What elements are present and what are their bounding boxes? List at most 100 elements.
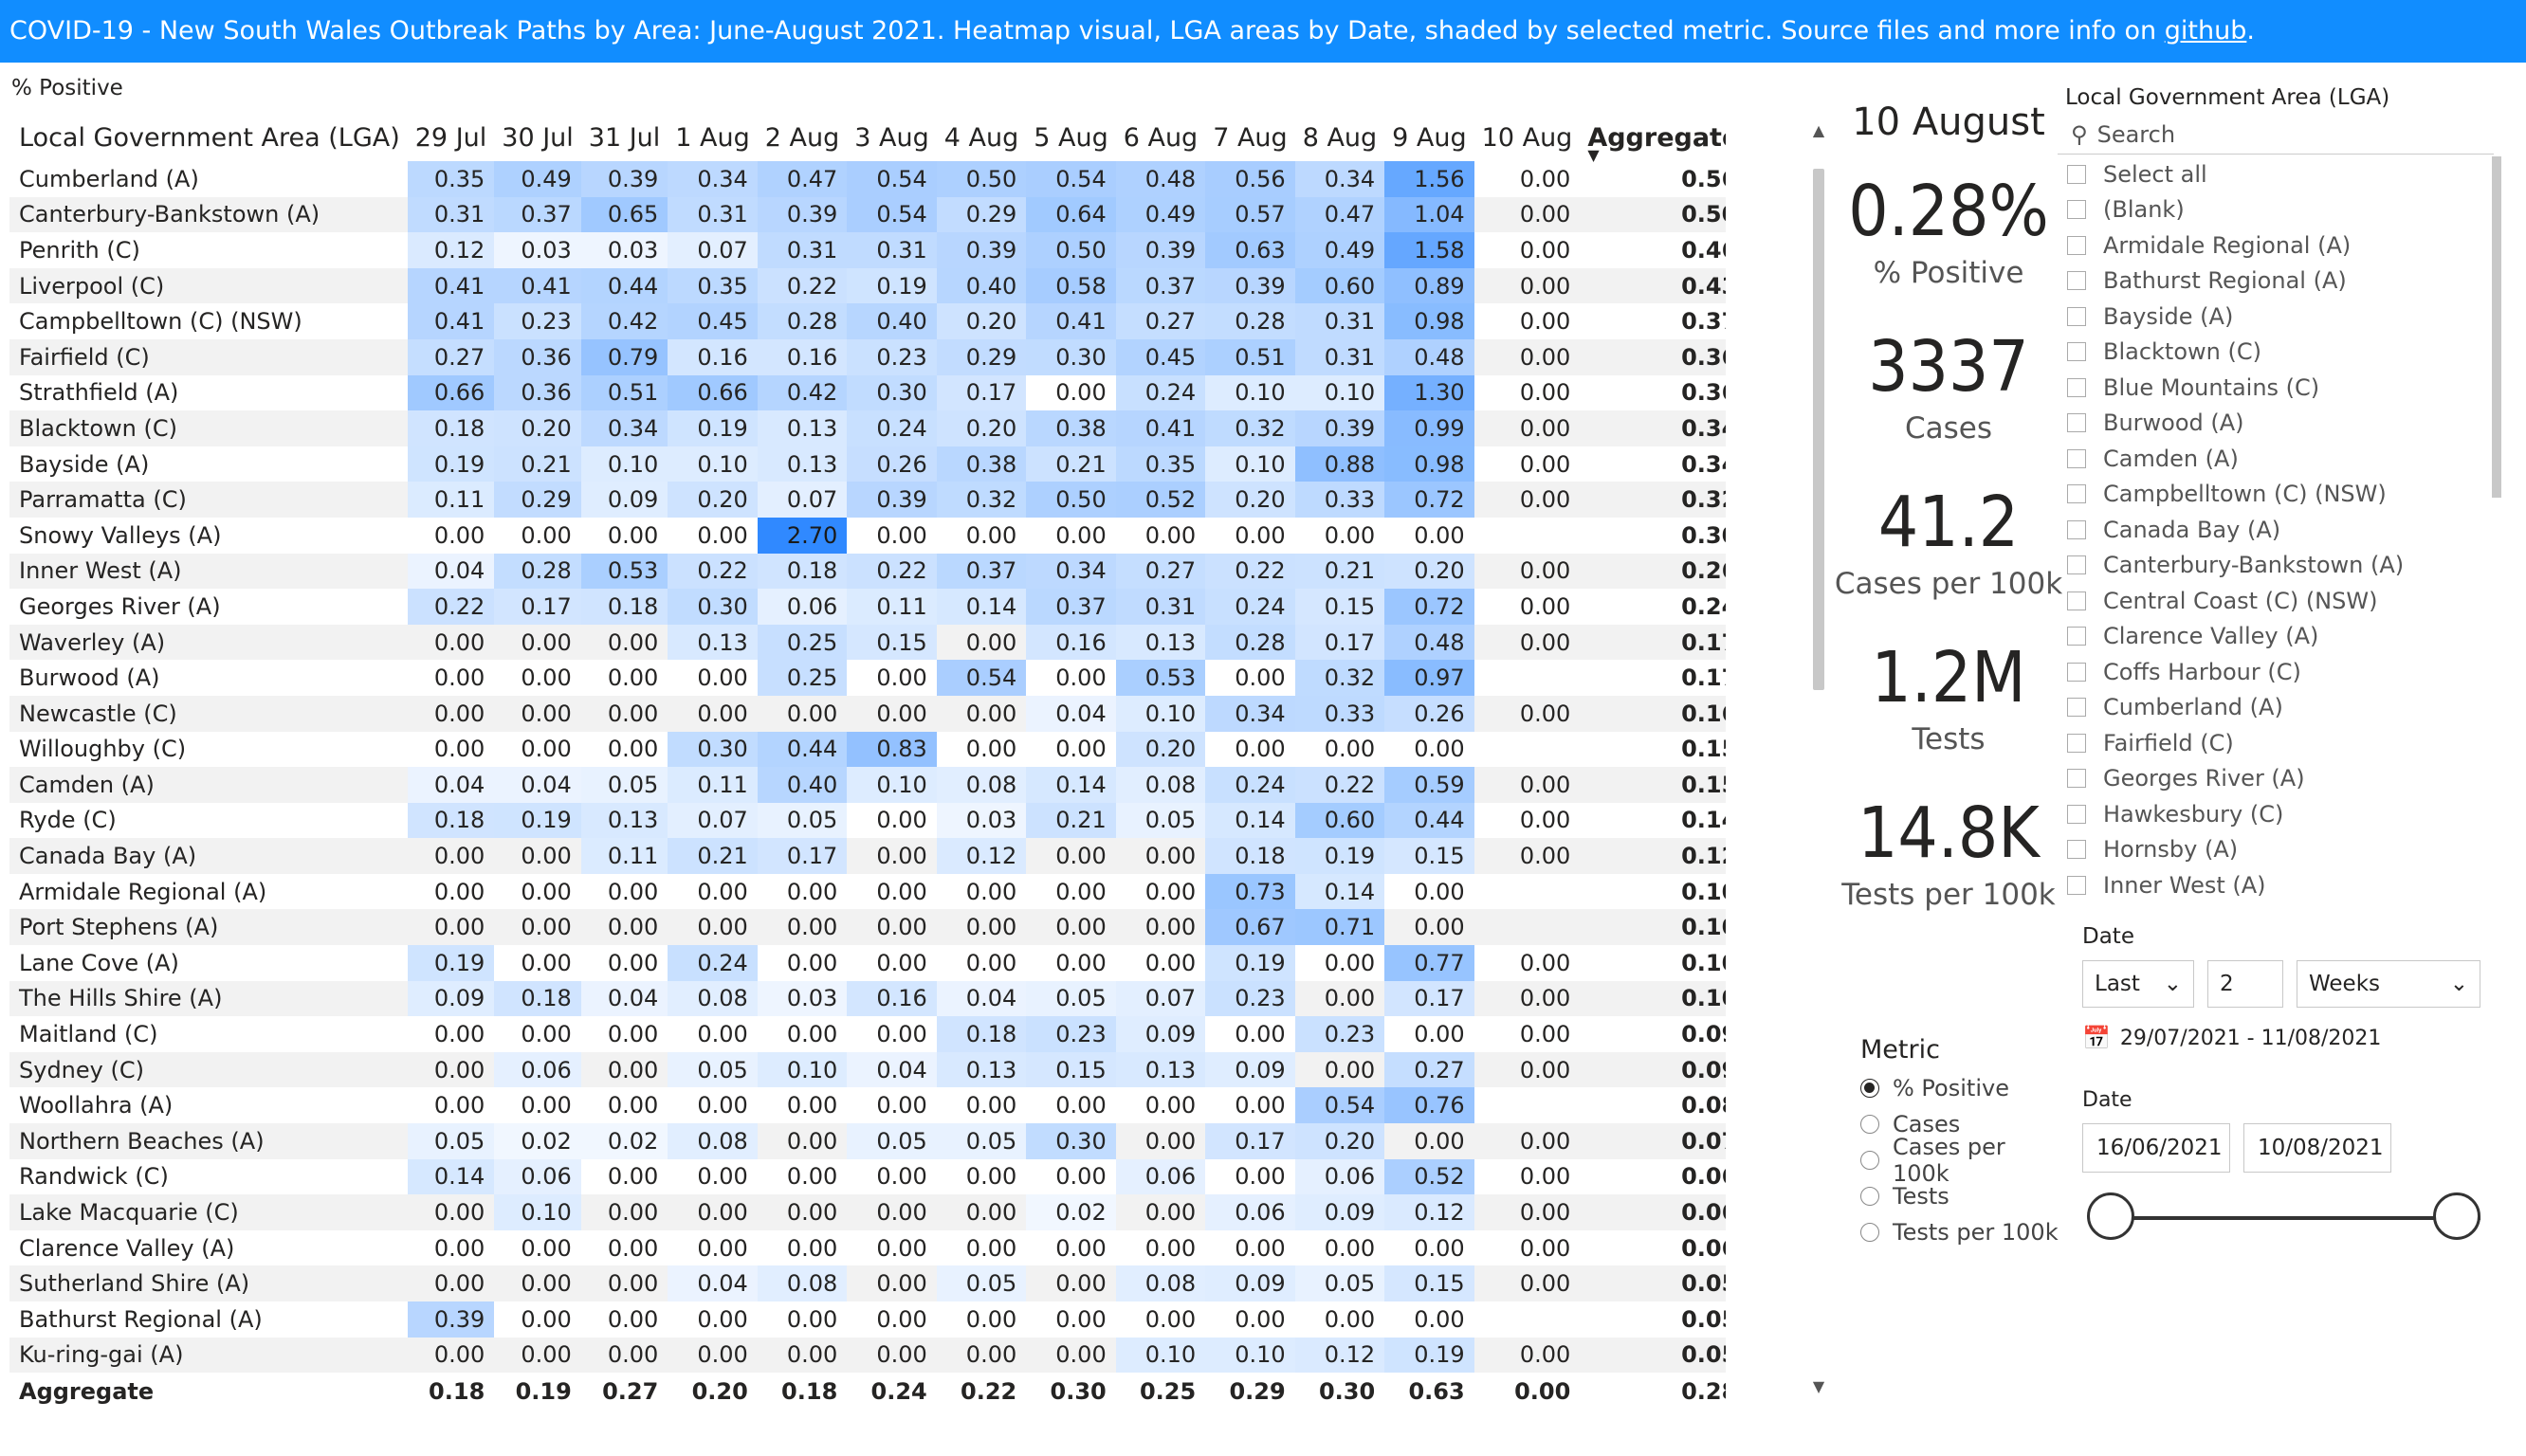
- value-cell[interactable]: 0.00: [1026, 1265, 1116, 1301]
- value-cell[interactable]: 0.00: [607, 1092, 659, 1119]
- aggregate-column-header[interactable]: Aggregate ▼: [1580, 114, 1726, 163]
- value-cell[interactable]: 0.00: [1414, 521, 1465, 549]
- value-cell[interactable]: 0.51: [580, 374, 668, 411]
- value-cell[interactable]: 0.27: [602, 1378, 659, 1406]
- value-cell[interactable]: 0.00: [1294, 980, 1385, 1017]
- value-cell[interactable]: 0.21: [494, 446, 581, 482]
- value-cell[interactable]: 0.23: [1294, 1016, 1385, 1052]
- value-cell[interactable]: 0.06: [494, 1051, 581, 1088]
- value-cell[interactable]: 0.40: [847, 303, 937, 339]
- value-cell[interactable]: 0.00: [433, 736, 485, 763]
- value-cell[interactable]: 0.00: [580, 1265, 668, 1301]
- value-cell[interactable]: 0.39: [936, 232, 1027, 268]
- aggregate-cell[interactable]: 0.56: [1681, 165, 1726, 192]
- value-cell[interactable]: 0.00: [407, 1265, 495, 1301]
- value-cell[interactable]: 0.00: [876, 664, 927, 692]
- value-cell[interactable]: 0.13: [668, 624, 758, 661]
- value-cell[interactable]: 0.00: [1144, 1234, 1197, 1262]
- value-cell[interactable]: 0.00: [521, 949, 572, 976]
- value-cell[interactable]: 0.54: [1026, 161, 1116, 197]
- value-cell[interactable]: 0.10: [847, 767, 937, 803]
- value-cell[interactable]: 0.24: [870, 1378, 927, 1406]
- value-cell[interactable]: 0.00: [1055, 878, 1107, 905]
- table-row[interactable]: Ryde (C) 0.18 0.19 0.13 0.07 0.05 0.00 0.03 0.21…: [9, 802, 1726, 839]
- value-cell[interactable]: 0.30: [1026, 338, 1116, 375]
- lga-name-cell[interactable]: Inner West (A): [9, 553, 408, 590]
- value-cell[interactable]: 0.00: [407, 1051, 495, 1088]
- lga-name-cell[interactable]: Randwick (C): [19, 1163, 169, 1191]
- value-cell[interactable]: 0.08: [757, 1265, 848, 1301]
- value-cell[interactable]: 0.23: [494, 303, 581, 339]
- value-cell[interactable]: 0.18: [407, 802, 495, 839]
- value-cell[interactable]: 0.54: [936, 660, 1027, 696]
- value-cell[interactable]: 0.20: [1205, 482, 1295, 518]
- value-cell[interactable]: 0.00: [521, 1021, 572, 1048]
- aggregate-cell[interactable]: 0.10: [1681, 949, 1726, 976]
- value-cell[interactable]: 0.16: [1026, 624, 1116, 661]
- value-cell[interactable]: 0.00: [1235, 1163, 1286, 1191]
- table-row[interactable]: Georges River (A) 0.22 0.17 0.18 0.30 0.06 0.1…: [9, 589, 1726, 625]
- value-cell[interactable]: 0.00: [580, 624, 668, 661]
- value-cell[interactable]: 0.44: [1384, 802, 1474, 839]
- value-cell[interactable]: 0.30: [1318, 1378, 1376, 1406]
- value-cell[interactable]: 0.00: [876, 1305, 927, 1333]
- value-cell[interactable]: 0.17: [1294, 624, 1385, 661]
- value-cell[interactable]: 0.26: [847, 446, 937, 482]
- value-cell[interactable]: 0.00: [1474, 482, 1581, 518]
- aggregate-cell[interactable]: 0.17: [1580, 624, 1726, 661]
- table-row[interactable]: Bayside (A) 0.19 0.21 0.10 0.10 0.13 0.26 0.38 0…: [9, 446, 1726, 482]
- value-cell[interactable]: 0.05: [1026, 980, 1116, 1017]
- value-cell[interactable]: 0.00: [1055, 736, 1107, 763]
- value-cell[interactable]: 0.06: [1205, 1194, 1295, 1230]
- table-row[interactable]: Strathfield (A) 0.66 0.36 0.51 0.66 0.42 0.30 0…: [9, 374, 1726, 411]
- value-cell[interactable]: 0.00: [757, 695, 848, 732]
- value-cell[interactable]: 0.04: [407, 553, 495, 590]
- checkbox-icon[interactable]: [2067, 377, 2086, 397]
- value-cell[interactable]: 0.09: [407, 980, 495, 1017]
- table-row[interactable]: Clarence Valley (A) 0.00 0.00 0.00 0.00 0.00 0…: [9, 1230, 1726, 1266]
- value-cell[interactable]: 0.63: [1408, 1378, 1465, 1406]
- value-cell[interactable]: 0.12: [1294, 1337, 1385, 1374]
- value-cell[interactable]: 0.99: [1384, 410, 1474, 446]
- value-cell[interactable]: 0.00: [1519, 236, 1571, 264]
- value-cell[interactable]: 0.00: [1474, 1194, 1581, 1230]
- value-cell[interactable]: 0.08: [1115, 767, 1206, 803]
- value-cell[interactable]: 0.19: [668, 410, 758, 446]
- value-cell[interactable]: 0.05: [1294, 1265, 1385, 1301]
- lga-name-cell[interactable]: Ryde (C): [19, 807, 117, 834]
- value-cell[interactable]: 0.41: [407, 267, 495, 304]
- scrollbar-thumb[interactable]: [1813, 169, 1824, 690]
- value-cell[interactable]: 0.28: [1205, 624, 1295, 661]
- value-cell[interactable]: 0.41: [494, 267, 581, 304]
- value-cell[interactable]: 0.64: [1026, 196, 1116, 233]
- value-cell[interactable]: 0.05: [1115, 802, 1206, 839]
- value-cell[interactable]: 0.06: [757, 589, 848, 625]
- value-cell[interactable]: 0.00: [1055, 949, 1107, 976]
- value-cell[interactable]: 0.04: [668, 1265, 758, 1301]
- aggregate-cell[interactable]: 0.14: [1681, 807, 1726, 834]
- table-row[interactable]: Canterbury-Bankstown (A) 0.31 0.37 0.65 0.31…: [9, 196, 1726, 233]
- checkbox-icon[interactable]: [2067, 591, 2086, 610]
- lga-name-cell[interactable]: Cumberland (A): [19, 165, 199, 192]
- value-cell[interactable]: 0.27: [1115, 553, 1206, 590]
- lga-name-cell[interactable]: Newcastle (C): [9, 695, 408, 732]
- value-cell[interactable]: 0.00: [407, 695, 495, 732]
- value-cell[interactable]: 0.00: [521, 878, 572, 905]
- value-cell[interactable]: 0.00: [580, 909, 668, 946]
- checkbox-icon[interactable]: [2067, 164, 2086, 184]
- totals-label[interactable]: Aggregate: [19, 1378, 155, 1406]
- date-column-header[interactable]: 8 Aug: [1302, 122, 1378, 153]
- value-cell[interactable]: 0.00: [1235, 1305, 1286, 1333]
- value-cell[interactable]: 0.00: [580, 1051, 668, 1088]
- lga-slicer-item[interactable]: Bathurst Regional (A): [2058, 264, 2503, 300]
- value-cell[interactable]: 0.00: [697, 1163, 748, 1191]
- value-cell[interactable]: 0.19: [1384, 1337, 1474, 1374]
- value-cell[interactable]: 0.20: [494, 410, 581, 446]
- value-cell[interactable]: 0.42: [580, 303, 668, 339]
- value-cell[interactable]: 0.00: [1474, 1123, 1581, 1159]
- value-cell[interactable]: 0.39: [1205, 267, 1295, 304]
- value-cell[interactable]: 0.32: [1294, 660, 1385, 696]
- value-cell[interactable]: 0.00: [1474, 410, 1581, 446]
- value-cell[interactable]: 0.18: [429, 1378, 485, 1406]
- value-cell[interactable]: 0.72: [1384, 482, 1474, 518]
